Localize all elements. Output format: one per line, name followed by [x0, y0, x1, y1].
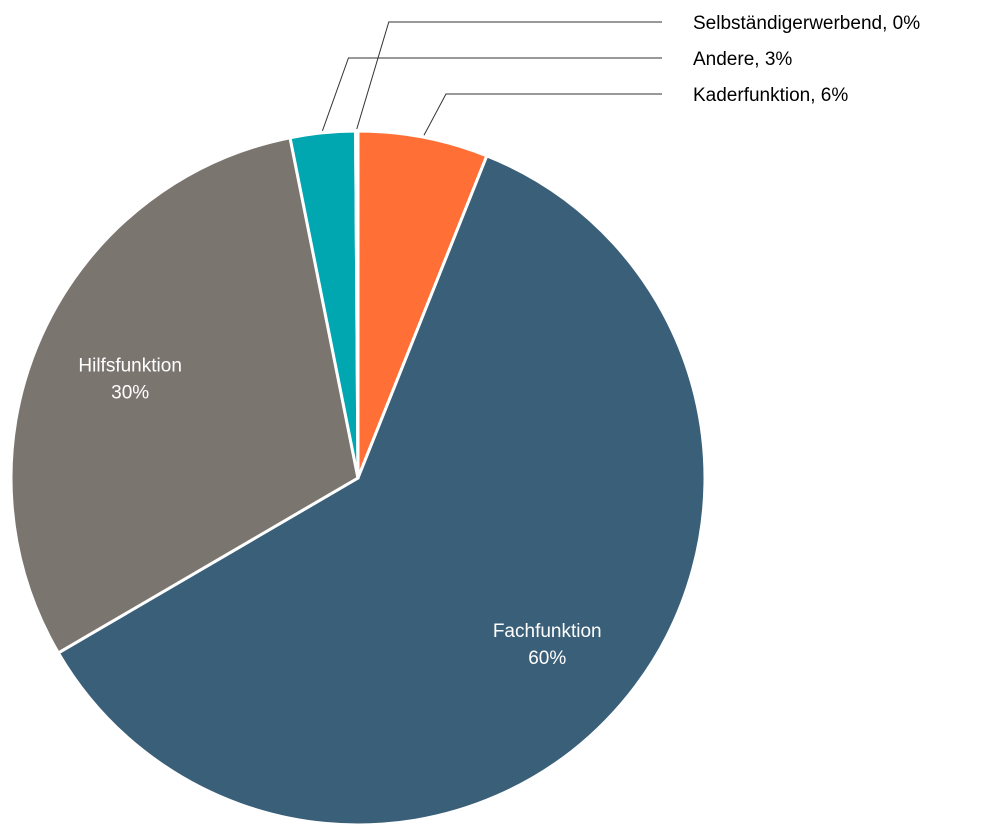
- pie-slice-selbstaendigerwerbend: [354, 129, 360, 480]
- pie-slice-fachfunktion: [56, 154, 707, 825]
- leader-line-andere: [321, 57, 662, 131]
- slice-label-fachfunktion: Fachfunktion 60%: [493, 621, 602, 669]
- pie-slice-hilfsfunktion: [9, 136, 360, 655]
- slice-label-selbstaendigerwerbend: Selbständigerwerbend, 0%: [693, 13, 920, 34]
- leader-lines: [321, 21, 662, 136]
- pie-slice-kaderfunktion: [356, 129, 489, 480]
- leader-line-kaderfunktion: [423, 93, 662, 136]
- slice-label-hilfsfunktion: Hilfsfunktion 30%: [78, 356, 182, 404]
- slice-label-andere: Andere, 3%: [693, 49, 792, 70]
- slice-labels: Selbständigerwerbend, 0% Andere, 3% Kaderf…: [78, 13, 920, 669]
- slice-label-kaderfunktion: Kaderfunktion, 6%: [693, 85, 848, 106]
- leader-line-selbstaendigerwerbend: [356, 21, 662, 130]
- pie-slices: [9, 129, 707, 825]
